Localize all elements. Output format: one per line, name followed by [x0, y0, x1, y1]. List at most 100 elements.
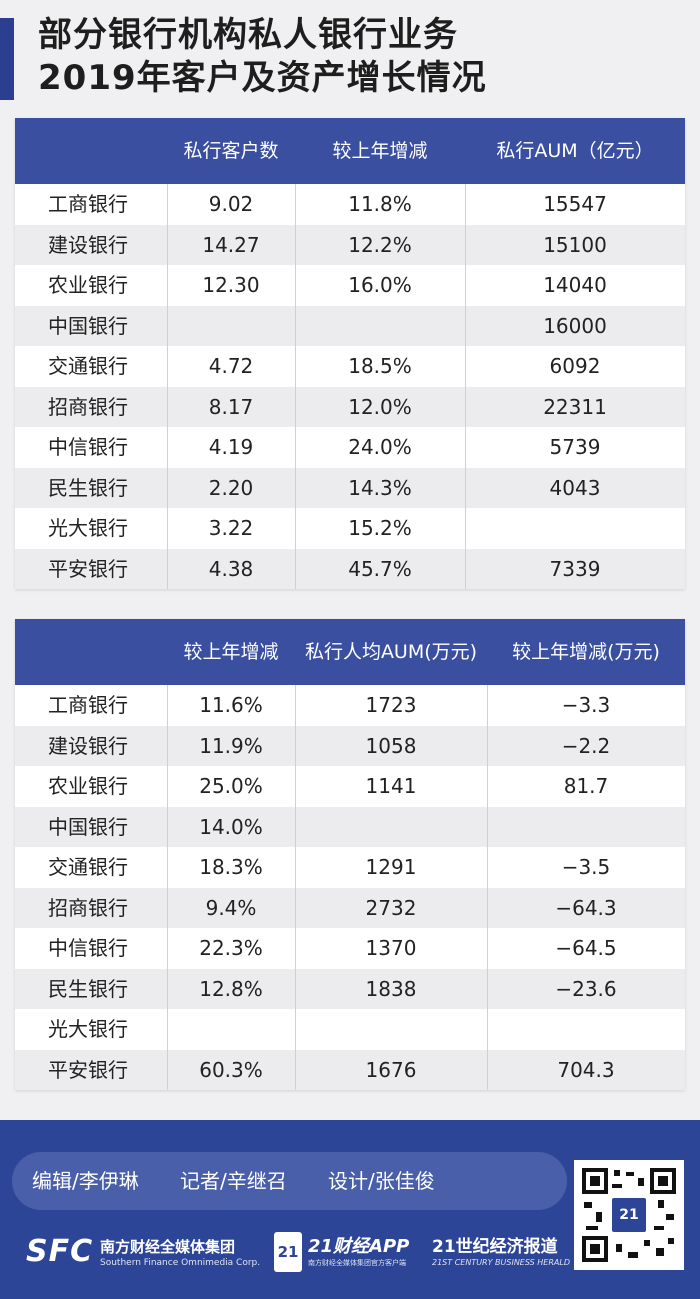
- table-cell: 3.22: [208, 516, 254, 540]
- table-cell: 11.6%: [199, 693, 263, 717]
- column-header: 较上年增减: [332, 140, 428, 162]
- column-header: 私行AUM（亿元）: [496, 140, 654, 162]
- table-row: 招商银行 8.17 12.0% 22311: [15, 386, 685, 427]
- bank-name: 建设银行: [48, 232, 128, 257]
- table-cell: 4.38: [208, 556, 254, 581]
- sfc-english-name: Southern Finance Omnimedia Corp.: [100, 1258, 261, 1268]
- table-cell: 25.0%: [199, 774, 263, 798]
- table-row: 中国银行 14.0%: [15, 806, 685, 848]
- table-cell: 9.4%: [205, 895, 257, 920]
- bank-name: 中国银行: [48, 814, 128, 839]
- bank-name: 工商银行: [48, 693, 128, 717]
- title-line-1: 部分银行机构私人银行业务: [38, 15, 458, 55]
- table-cell: [487, 1009, 685, 1050]
- bank-name: 工商银行: [48, 192, 128, 216]
- table-cell: 7339: [549, 556, 601, 581]
- table-cell: 24.0%: [348, 435, 412, 459]
- table-header: 较上年增减 私行人均AUM(万元) 较上年增减(万元): [15, 619, 685, 685]
- table-cell: 22.3%: [199, 936, 263, 960]
- table-cell: 704.3: [557, 1057, 615, 1082]
- table-cell: 18.3%: [199, 855, 263, 879]
- table-cell: [465, 508, 685, 549]
- qr-logo-icon: 21: [612, 1198, 646, 1232]
- bank-name: 光大银行: [48, 1017, 128, 1041]
- column-header: 较上年增减(万元): [512, 641, 660, 663]
- table-cell: [167, 306, 295, 347]
- column-divider: [167, 184, 168, 589]
- table-cell: 12.0%: [348, 394, 412, 419]
- table-cell: 11.8%: [348, 192, 412, 216]
- table-cell: −64.5: [555, 936, 617, 960]
- table-cell: −3.3: [561, 693, 611, 717]
- bank-name: 中信银行: [48, 435, 128, 459]
- qr-code-icon: [582, 1168, 676, 1262]
- app-logo-icon: 21: [274, 1232, 302, 1272]
- table-cell: 14040: [543, 273, 607, 297]
- logo-bar: SFC 南方财经全媒体集团 Southern Finance Omnimedia…: [0, 1224, 575, 1290]
- table-cell: 15547: [543, 192, 607, 216]
- table-cell: 14.27: [202, 232, 260, 257]
- table-row: 工商银行 9.02 11.8% 15547: [15, 184, 685, 225]
- title-accent-bar: [0, 18, 14, 100]
- app-name: 21财经APP: [308, 1236, 410, 1257]
- table-cell: 1291: [365, 855, 417, 879]
- table-cell: 2.20: [208, 475, 254, 500]
- table-row: 农业银行 12.30 16.0% 14040: [15, 265, 685, 306]
- table-row: 平安银行 60.3% 1676 704.3: [15, 1049, 685, 1090]
- table-row: 农业银行 25.0% 1141 81.7: [15, 766, 685, 807]
- table-cell: [295, 1009, 487, 1050]
- table-cell: 12.8%: [199, 976, 263, 1001]
- table-cell: 1676: [365, 1057, 417, 1082]
- table-row: 平安银行 4.38 45.7% 7339: [15, 548, 685, 589]
- client-growth-table: 私行客户数 较上年增减 私行AUM（亿元） 工商银行 9.02 11.8% 15547 建设…: [15, 118, 685, 589]
- table-cell: 2732: [365, 895, 417, 920]
- bank-name: 民生银行: [48, 976, 128, 1001]
- bank-name: 招商银行: [48, 895, 128, 920]
- sfc-name: 南方财经全媒体集团: [100, 1238, 236, 1256]
- bank-name: 交通银行: [48, 855, 128, 879]
- title-line-2: 2019年客户及资产增长情况: [38, 58, 487, 98]
- table-cell: 22311: [543, 394, 607, 419]
- table-row: 民生银行 12.8% 1838 −23.6: [15, 968, 685, 1009]
- table-cell: −23.6: [555, 976, 617, 1001]
- table-cell: [295, 306, 465, 347]
- herald-english-name: 21ST CENTURY BUSINESS HERALD: [432, 1258, 570, 1267]
- column-header: 较上年增减: [183, 641, 279, 663]
- table-cell: 45.7%: [348, 556, 412, 581]
- editor-credit: 编辑/李伊琳: [32, 1169, 139, 1193]
- table-row: 建设银行 14.27 12.2% 15100: [15, 224, 685, 265]
- column-header: 私行人均AUM(万元): [304, 641, 478, 663]
- table-row: 建设银行 11.9% 1058 −2.2: [15, 725, 685, 766]
- table-cell: 8.17: [208, 394, 254, 419]
- table-cell: 12.30: [202, 273, 260, 297]
- table-header: 私行客户数 较上年增减 私行AUM（亿元）: [15, 118, 685, 184]
- table-cell: 6092: [549, 354, 601, 378]
- column-divider: [295, 685, 296, 1090]
- column-divider: [487, 685, 488, 1090]
- table-cell: 9.02: [208, 192, 254, 216]
- table-cell: 15.2%: [348, 516, 412, 540]
- table-cell: [295, 807, 487, 848]
- table-cell: 4.72: [208, 354, 254, 378]
- table-cell: 4.19: [208, 435, 254, 459]
- bank-name: 农业银行: [48, 273, 128, 297]
- bank-name: 平安银行: [48, 556, 128, 581]
- table-cell: [167, 1009, 295, 1050]
- table-cell: 11.9%: [199, 733, 263, 758]
- aum-per-client-table: 较上年增减 私行人均AUM(万元) 较上年增减(万元) 工商银行 11.6% 1723 −…: [15, 619, 685, 1090]
- designer-credit: 设计/张佳俊: [328, 1169, 435, 1193]
- table-cell: 16.0%: [348, 273, 412, 297]
- bank-name: 中信银行: [48, 936, 128, 960]
- table-cell: 14.0%: [199, 814, 263, 839]
- page-title: 部分银行机构私人银行业务 2019年客户及资产增长情况: [38, 14, 487, 100]
- table-cell: 18.5%: [348, 354, 412, 378]
- table-row: 工商银行 11.6% 1723 −3.3: [15, 685, 685, 726]
- table-cell: 60.3%: [199, 1057, 263, 1082]
- qr-code[interactable]: 21: [574, 1160, 684, 1270]
- bank-name: 交通银行: [48, 354, 128, 378]
- bank-name: 农业银行: [48, 774, 128, 798]
- table-cell: 81.7: [563, 774, 609, 798]
- table-row: 招商银行 9.4% 2732 −64.3: [15, 887, 685, 928]
- table-row: 民生银行 2.20 14.3% 4043: [15, 467, 685, 508]
- table-row: 中信银行 22.3% 1370 −64.5: [15, 928, 685, 969]
